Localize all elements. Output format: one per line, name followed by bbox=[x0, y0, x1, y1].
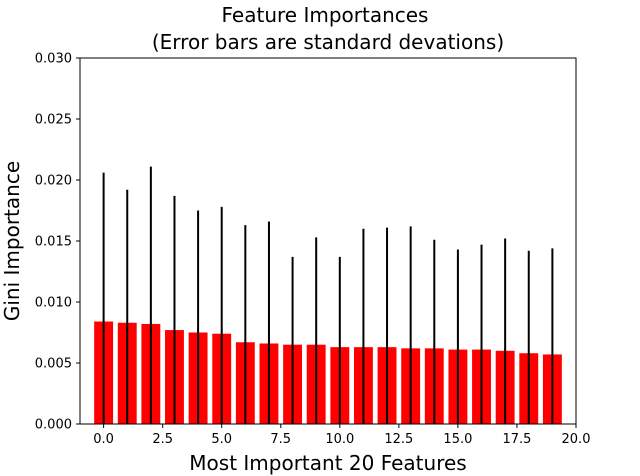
y-tick-label: 0.005 bbox=[35, 357, 72, 372]
y-tick-label: 0.010 bbox=[35, 296, 72, 311]
chart-title: Feature Importances bbox=[222, 3, 429, 27]
x-tick-label: 2.5 bbox=[152, 432, 173, 447]
errorbars-group bbox=[102, 166, 554, 424]
y-tick-label: 0.030 bbox=[35, 52, 72, 67]
y-tick-label: 0.025 bbox=[35, 113, 72, 128]
y-tick-label: 0.020 bbox=[35, 174, 72, 189]
x-tick-label: 15.0 bbox=[443, 432, 472, 447]
y-tick-label: 0.000 bbox=[35, 418, 72, 433]
x-tick-label: 0.0 bbox=[93, 432, 114, 447]
bars-group bbox=[94, 321, 562, 424]
x-tick-label: 10.0 bbox=[325, 432, 354, 447]
y-ticks-group: 0.000 0.005 0.010 0.015 0.020 0.025 0.030 bbox=[35, 52, 80, 433]
x-tick-label: 12.5 bbox=[384, 432, 413, 447]
x-ticks-group: 0.0 2.5 5.0 7.5 10.0 12.5 15.0 17.5 20.0 bbox=[93, 424, 590, 447]
x-tick-label: 17.5 bbox=[502, 432, 531, 447]
y-axis-label: Gini Importance bbox=[0, 161, 24, 321]
x-tick-label: 7.5 bbox=[270, 432, 291, 447]
x-axis-label: Most Important 20 Features bbox=[189, 451, 466, 475]
x-tick-label: 20.0 bbox=[562, 432, 591, 447]
x-tick-label: 5.0 bbox=[211, 432, 232, 447]
y-tick-label: 0.015 bbox=[35, 235, 72, 250]
chart-subtitle: (Error bars are standard devations) bbox=[152, 30, 504, 54]
